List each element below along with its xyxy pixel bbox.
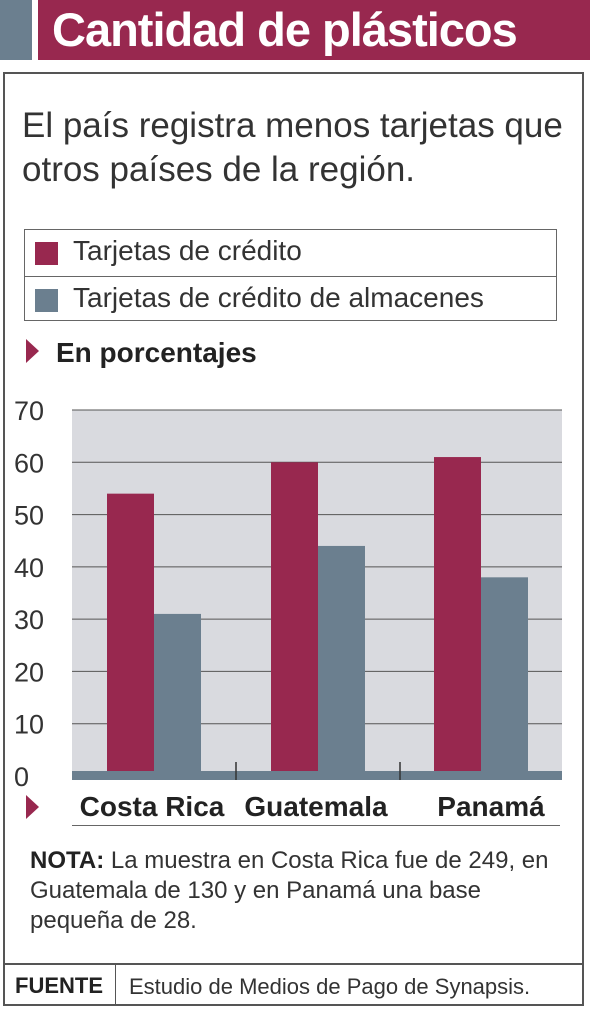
bar-chart: 0 10 20 30 40 50 60 70 Costa Rica Guatemala Panamá [14,396,562,822]
category-label: Guatemala [244,791,388,822]
infographic-frame [3,72,584,1006]
note-label: NOTA: [30,847,105,874]
source-label: FUENTE [15,973,103,998]
source-bar: FUENTE Estudio de Medios de Pago de Syna… [3,963,584,1006]
category-label: Panamá [437,791,545,822]
legend-swatch-credit [35,242,58,265]
subtitle: El país registra menos tarjetas que otro… [22,106,563,189]
source-text: Estudio de Medios de Pago de Synapsis. [129,974,531,999]
legend-label-store: Tarjetas de crédito de almacenes [73,282,484,313]
y-tick-label: 40 [14,553,44,583]
legend-item-store: Tarjetas de crédito de almacenes [25,276,556,322]
y-tick-label: 60 [14,448,44,478]
page-title: Cantidad de plásticos [52,3,518,56]
y-tick-label: 10 [14,710,44,740]
bar-credit [434,457,481,776]
legend-swatch-store [35,289,58,312]
unit-label: En porcentajes [56,337,257,368]
category-rule [72,825,560,826]
bar-store [481,577,528,776]
bar-credit [107,493,154,776]
header-accent-block [0,0,32,60]
bar-store [154,613,201,776]
note: NOTA: La muestra en Costa Rica fue de 24… [30,846,560,936]
header-bar [38,0,590,60]
note-text: La muestra en Costa Rica fue de 249, en … [30,847,549,934]
baseline-band [72,771,562,780]
y-tick-label: 50 [14,501,44,531]
bar-store [318,545,365,776]
category-arrow-icon [26,795,39,819]
legend: Tarjetas de crédito Tarjetas de crédito … [24,229,557,321]
y-tick-label: 0 [14,762,29,792]
category-label: Costa Rica [80,791,225,822]
triangle-arrow-icon [26,339,39,363]
y-tick-label: 30 [14,605,44,635]
y-tick-label: 70 [14,396,44,426]
source-divider [115,965,116,1006]
bar-credit [271,462,318,776]
y-tick-label: 20 [14,657,44,687]
legend-label-credit: Tarjetas de crédito [73,235,302,266]
legend-item-credit: Tarjetas de crédito [25,230,556,275]
